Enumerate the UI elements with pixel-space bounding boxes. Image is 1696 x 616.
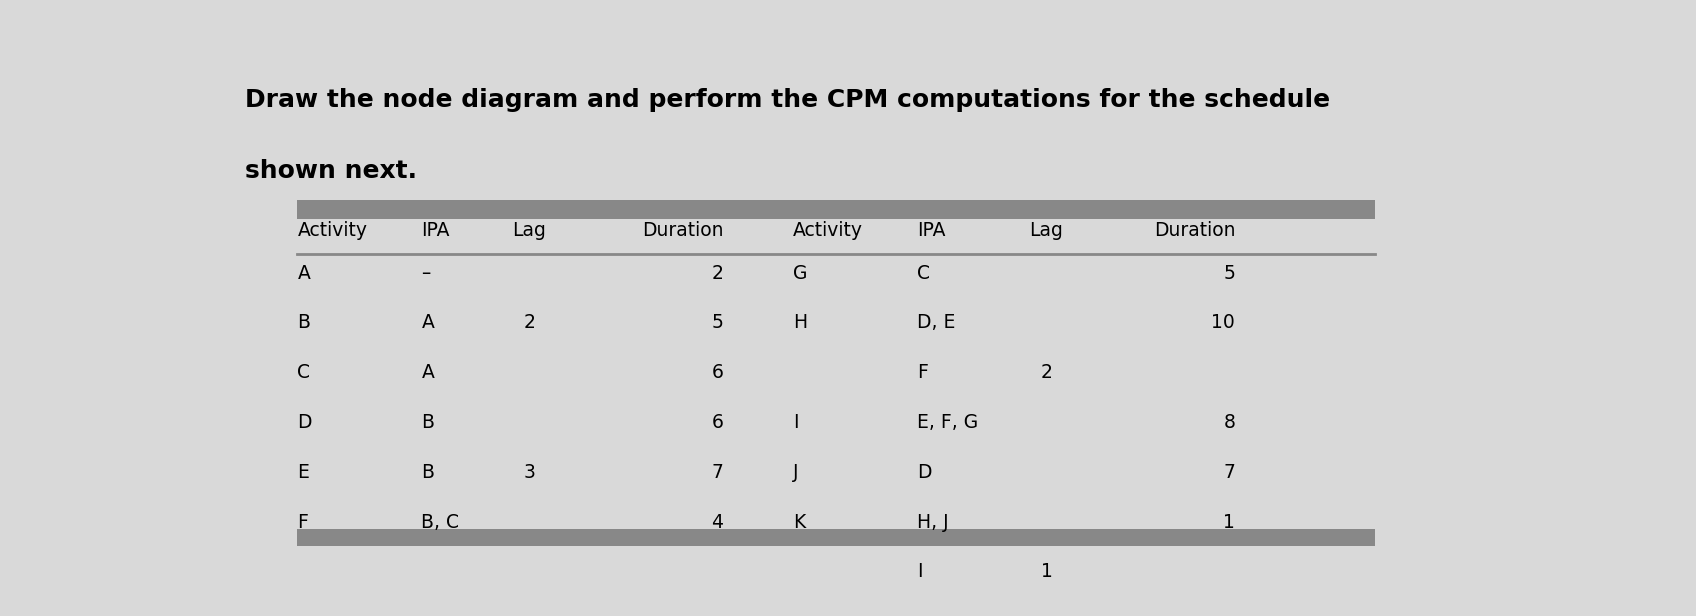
Text: B: B: [421, 463, 434, 482]
Text: D: D: [297, 413, 312, 432]
Text: I: I: [794, 413, 799, 432]
Text: A: A: [421, 363, 434, 383]
Text: B: B: [297, 314, 310, 333]
Text: E: E: [297, 463, 309, 482]
Text: Activity: Activity: [794, 221, 863, 240]
Text: G: G: [794, 264, 807, 283]
Text: Duration: Duration: [1153, 221, 1235, 240]
Text: 10: 10: [1211, 314, 1235, 333]
Text: B, C: B, C: [421, 513, 460, 532]
Text: 1: 1: [1041, 562, 1053, 582]
Text: H, J: H, J: [918, 513, 948, 532]
Bar: [297, 200, 1375, 219]
Text: 5: 5: [711, 314, 722, 333]
Text: A: A: [297, 264, 310, 283]
Text: Activity: Activity: [297, 221, 368, 240]
Text: K: K: [794, 513, 806, 532]
Text: I: I: [918, 562, 923, 582]
Text: –: –: [421, 264, 431, 283]
Text: B: B: [421, 413, 434, 432]
Text: Lag: Lag: [512, 221, 546, 240]
Bar: [297, 529, 1375, 546]
Text: H: H: [794, 314, 807, 333]
Text: A: A: [421, 314, 434, 333]
Text: E, F, G: E, F, G: [918, 413, 979, 432]
Text: J: J: [794, 463, 799, 482]
Text: D: D: [918, 463, 931, 482]
Text: 6: 6: [711, 413, 722, 432]
Text: F: F: [918, 363, 928, 383]
Text: 8: 8: [1223, 413, 1235, 432]
Text: 4: 4: [711, 513, 722, 532]
Text: C: C: [918, 264, 929, 283]
Text: 3: 3: [524, 463, 536, 482]
Text: IPA: IPA: [918, 221, 946, 240]
Text: shown next.: shown next.: [244, 160, 417, 184]
Text: C: C: [297, 363, 310, 383]
Text: Lag: Lag: [1029, 221, 1063, 240]
Text: 5: 5: [1223, 264, 1235, 283]
Text: F: F: [297, 513, 309, 532]
Text: 2: 2: [524, 314, 536, 333]
Text: 2: 2: [1041, 363, 1053, 383]
Text: 1: 1: [1223, 513, 1235, 532]
Text: Draw the node diagram and perform the CPM computations for the schedule: Draw the node diagram and perform the CP…: [244, 88, 1330, 112]
Text: D, E: D, E: [918, 314, 955, 333]
Text: Duration: Duration: [641, 221, 722, 240]
Text: IPA: IPA: [421, 221, 449, 240]
Text: 2: 2: [711, 264, 722, 283]
Text: 6: 6: [711, 363, 722, 383]
Text: 7: 7: [1223, 463, 1235, 482]
Text: 7: 7: [711, 463, 722, 482]
